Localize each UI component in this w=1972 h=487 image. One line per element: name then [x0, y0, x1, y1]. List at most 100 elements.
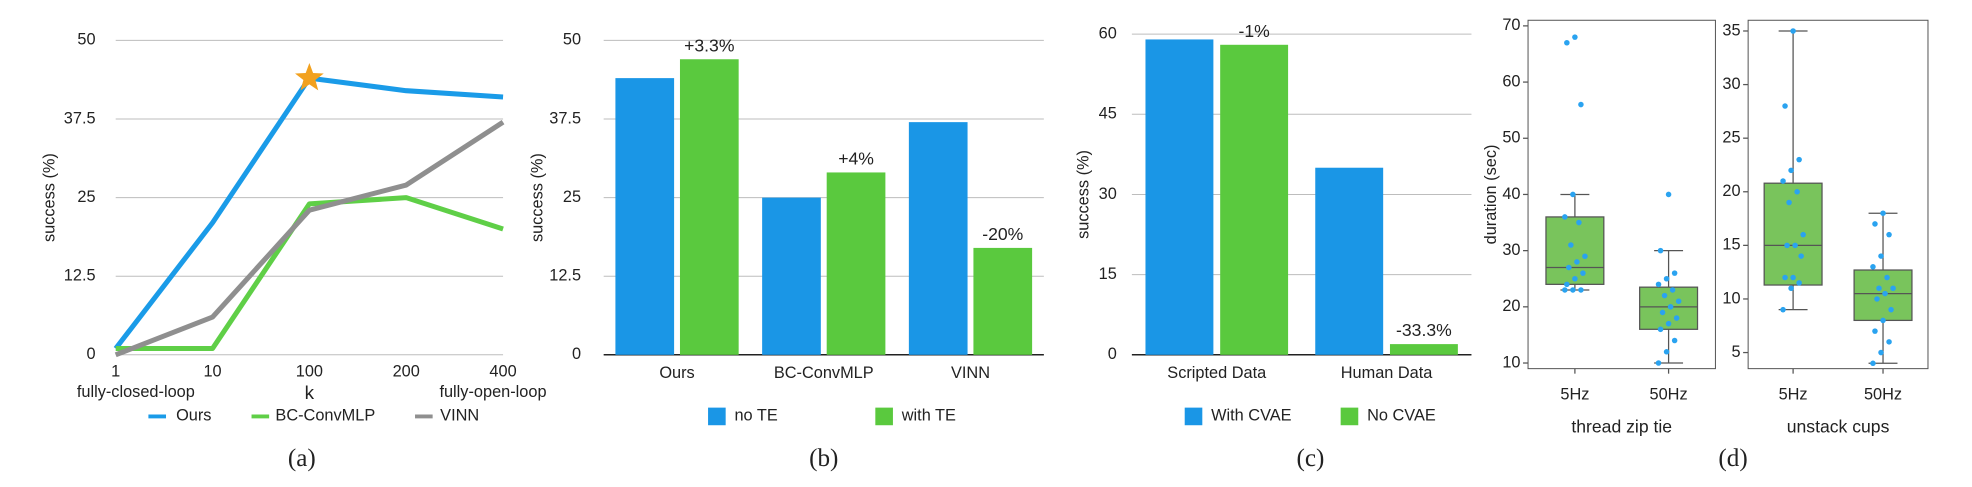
y-tick-label: 37.5 — [64, 109, 96, 127]
caption: (d) — [1718, 445, 1747, 472]
y-tick-label: 15 — [1722, 236, 1740, 254]
data-point — [1890, 285, 1896, 292]
x-tick-label: 200 — [393, 363, 420, 381]
data-point — [1790, 274, 1796, 281]
data-point — [1796, 156, 1802, 163]
data-point — [1872, 221, 1878, 227]
bar — [762, 197, 821, 355]
x-tick-label: VINN — [951, 364, 990, 382]
x-tick-label: 50Hz — [1650, 385, 1688, 403]
data-point — [1564, 281, 1570, 288]
x-tick-label: 5Hz — [1560, 385, 1589, 403]
data-point — [1880, 210, 1886, 216]
data-point — [1876, 285, 1882, 292]
data-point — [1675, 298, 1682, 304]
y-axis-label: duration (sec) — [1482, 145, 1500, 245]
legend-label: with TE — [901, 407, 956, 425]
data-point — [1798, 253, 1804, 259]
bar — [908, 122, 968, 355]
caption: (a) — [288, 445, 316, 472]
y-tick-label: 20 — [1722, 182, 1740, 200]
data-point — [1870, 360, 1876, 367]
data-point — [1572, 34, 1578, 40]
bar — [1315, 167, 1384, 355]
y-tick-label: 25 — [1722, 128, 1740, 146]
data-point — [1784, 242, 1790, 249]
legend-label: no TE — [734, 407, 777, 425]
data-point — [1655, 281, 1662, 288]
data-point — [1578, 287, 1584, 293]
data-point — [1568, 242, 1574, 248]
data-point — [1570, 287, 1576, 293]
data-point — [1788, 167, 1794, 174]
data-point — [1578, 101, 1584, 108]
x-end-label: fully-open-loop — [439, 383, 546, 401]
data-point — [1786, 199, 1792, 206]
data-point — [1657, 247, 1664, 254]
x-end-label: fully-closed-loop — [77, 383, 195, 401]
x-tick-label: Human Data — [1341, 364, 1434, 382]
data-point — [1582, 253, 1588, 260]
y-tick-label: 30 — [1502, 241, 1520, 259]
bar — [1220, 44, 1289, 355]
data-point — [1574, 259, 1580, 265]
caption: (c) — [1297, 445, 1325, 472]
data-point — [1671, 337, 1678, 344]
y-tick-label: 25 — [563, 188, 581, 206]
bar — [615, 78, 675, 355]
y-tick-label: 35 — [1722, 21, 1740, 39]
bar-annotation: -33.3% — [1396, 320, 1452, 340]
y-tick-label: 5 — [1731, 343, 1740, 361]
data-point — [1880, 317, 1886, 324]
y-tick-label: 70 — [1502, 16, 1520, 34]
y-tick-label: 12.5 — [64, 267, 96, 285]
data-point — [1663, 275, 1670, 282]
data-point — [1671, 270, 1678, 276]
data-point — [1884, 274, 1890, 281]
bar-annotation: +3.3% — [684, 35, 735, 55]
legend-label: Ours — [176, 407, 211, 425]
data-point — [1888, 306, 1894, 313]
data-point — [1665, 320, 1672, 327]
bar — [973, 247, 1033, 355]
x-tick-label: 5Hz — [1779, 385, 1808, 403]
x-axis-label: unstack cups — [1787, 416, 1890, 436]
data-point — [1562, 287, 1568, 293]
data-point — [1792, 242, 1798, 249]
x-tick-label: 50Hz — [1864, 385, 1902, 403]
data-point — [1663, 349, 1670, 355]
data-point — [1782, 103, 1788, 109]
plot-frame — [1747, 19, 1929, 370]
data-point — [1796, 280, 1802, 286]
y-tick-label: 30 — [1099, 185, 1117, 203]
data-point — [1661, 292, 1668, 299]
y-tick-label: 12.5 — [549, 267, 581, 285]
data-point — [1794, 189, 1800, 195]
x-tick-label: Ours — [659, 364, 694, 382]
highlight-star — [295, 63, 324, 91]
y-tick-label: 60 — [1502, 72, 1520, 90]
data-point — [1572, 275, 1578, 282]
line-series — [115, 195, 504, 352]
data-point — [1665, 191, 1672, 198]
y-tick-label: 0 — [1108, 345, 1117, 363]
y-tick-label: 40 — [1502, 185, 1520, 203]
x-tick-label: 100 — [296, 363, 323, 381]
y-tick-label: 25 — [77, 188, 95, 206]
y-tick-label: 30 — [1722, 75, 1740, 93]
data-point — [1800, 231, 1806, 238]
legend-swatch — [875, 407, 893, 426]
x-tick-label: 400 — [489, 363, 516, 381]
legend-swatch — [1184, 407, 1203, 426]
box — [1763, 182, 1823, 286]
y-tick-label: 37.5 — [549, 109, 581, 127]
y-tick-label: 50 — [1502, 129, 1520, 147]
data-point — [1886, 231, 1892, 238]
y-axis-label: success (%) — [41, 153, 59, 242]
y-tick-label: 20 — [1502, 297, 1520, 315]
data-point — [1570, 191, 1576, 198]
legend-label: BC-ConvMLP — [275, 407, 375, 425]
data-point — [1882, 290, 1888, 297]
data-point — [1780, 306, 1786, 313]
